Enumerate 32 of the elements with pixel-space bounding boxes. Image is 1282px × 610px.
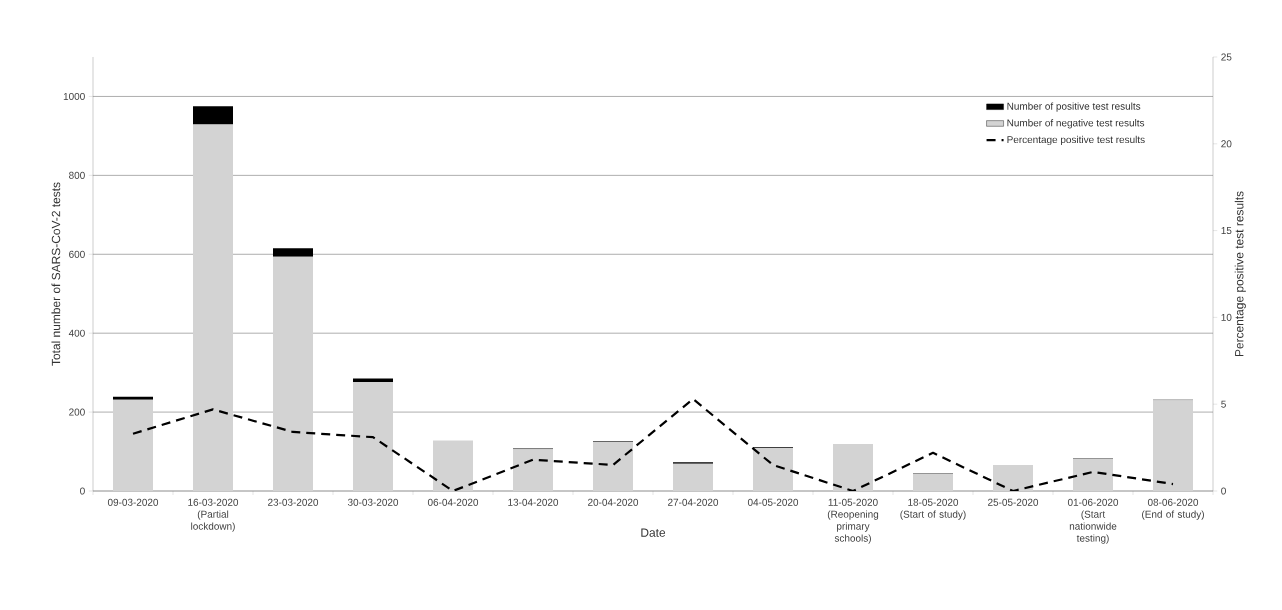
legend-label: Number of negative test results xyxy=(1007,119,1145,129)
x-tick-label: 16-03-2020 (Partial lockdown) xyxy=(188,498,239,532)
y-tick-label: 800 xyxy=(69,171,85,179)
x-tick-label: 25-05-2020 xyxy=(988,498,1039,506)
y2-tick-label: 25 xyxy=(1221,53,1232,61)
y-tick-label: 0 xyxy=(80,487,85,495)
x-axis-title: Date xyxy=(641,528,666,537)
x-tick-label: 01-06-2020 (Start nationwide testing) xyxy=(1067,498,1119,544)
y2-tick-label: 15 xyxy=(1221,227,1232,235)
y2-tick-label: 0 xyxy=(1221,487,1226,495)
y2-tick-label: 10 xyxy=(1221,313,1232,321)
y2-axis-title: Percentage positive test results xyxy=(1234,191,1246,357)
y2-tick-label: 5 xyxy=(1221,400,1226,408)
y-axis-title: Total number of SARS-CoV-2 tests xyxy=(51,182,61,366)
x-tick-label: 27-04-2020 xyxy=(668,498,719,506)
x-tick-label: 30-03-2020 xyxy=(347,498,399,506)
x-tick-label: 20-04-2020 xyxy=(588,498,639,506)
x-tick-label: 09-03-2020 xyxy=(107,498,159,506)
y-tick-label: 600 xyxy=(69,250,85,258)
y-tick-label: 1000 xyxy=(63,92,85,100)
x-tick-label: 04-05-2020 xyxy=(747,498,799,506)
x-tick-label: 18-05-2020 (Start of study) xyxy=(900,498,966,520)
y2-tick-label: 20 xyxy=(1221,140,1232,148)
x-tick-label: 06-04-2020 xyxy=(427,498,479,506)
legend-label: Number of positive test results xyxy=(1007,102,1141,112)
y-tick-label: 400 xyxy=(68,329,85,337)
x-tick-label: 11-05-2020 (Reopening primary schools) xyxy=(827,498,879,544)
x-tick-label: 23-03-2020 xyxy=(268,498,319,506)
legend-label: Percentage positive test results xyxy=(1007,135,1145,146)
y-tick-label: 200 xyxy=(69,408,85,416)
x-tick-label: 08-06-2020 (End of study) xyxy=(1142,498,1204,520)
x-tick-label: 13-04-2020 xyxy=(508,498,559,506)
